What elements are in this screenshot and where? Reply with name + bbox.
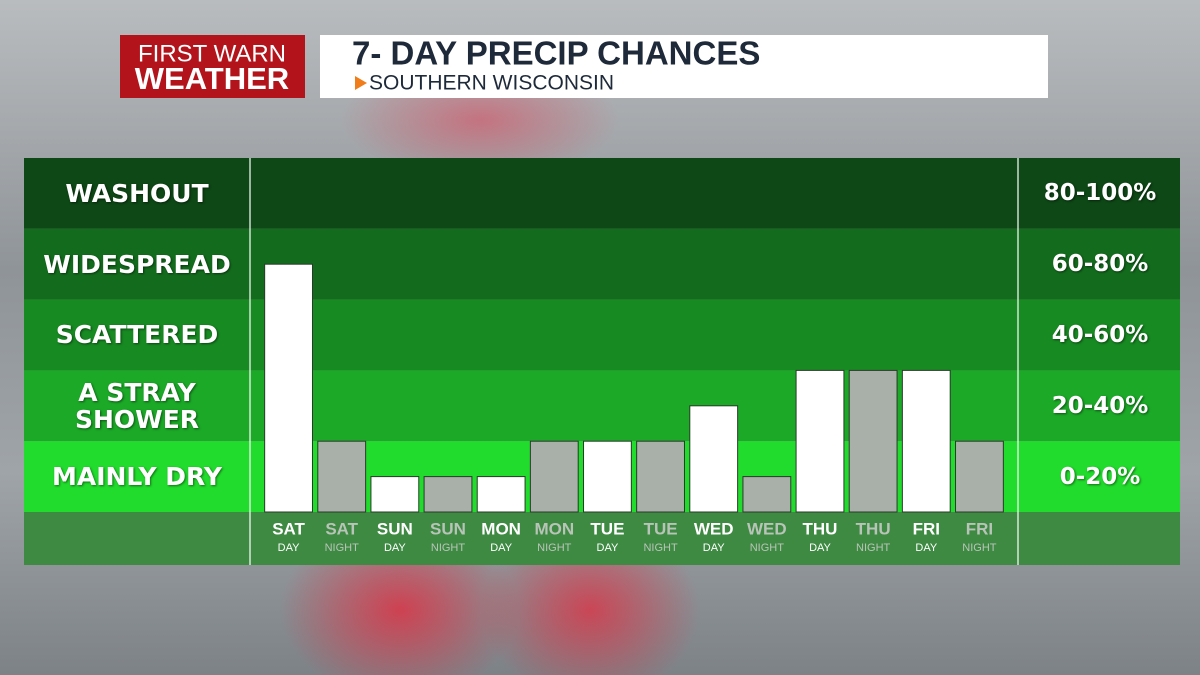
x-tick-sublabel: NIGHT (537, 542, 572, 554)
bar (901, 369, 951, 513)
range-label: 40-60% (1051, 321, 1149, 348)
x-tick-label: SAT (272, 519, 305, 538)
range-label: 60-80% (1051, 251, 1149, 278)
x-tick-sublabel: NIGHT (431, 542, 466, 554)
x-tick-sublabel: NIGHT (643, 542, 678, 554)
x-tick-label: TUE (644, 519, 678, 538)
x-tick-label: THU (803, 519, 838, 538)
bar (742, 476, 792, 513)
band (24, 228, 1180, 300)
range-label: 20-40% (1051, 392, 1149, 419)
x-tick-sublabel: NIGHT (325, 542, 360, 554)
chart-subtitle: SOUTHERN WISCONSIN (369, 72, 614, 95)
band (24, 370, 1180, 442)
bar (476, 476, 526, 513)
x-tick-label: FRI (913, 519, 940, 538)
brand-box (120, 35, 305, 98)
bar (264, 263, 313, 513)
x-tick-sublabel: NIGHT (750, 542, 785, 554)
x-tick-sublabel: DAY (278, 542, 300, 554)
x-tick-label: MON (534, 519, 574, 538)
x-tick-sublabel: DAY (809, 542, 831, 554)
band-label: WASHOUT (65, 178, 209, 208)
x-tick-sublabel: NIGHT (962, 542, 997, 554)
bar (689, 405, 739, 513)
arrow-icon (355, 76, 367, 90)
bar (583, 440, 632, 513)
x-tick-label: WED (747, 519, 787, 538)
x-tick-label: TUE (590, 519, 624, 538)
range-label: 0-20% (1059, 463, 1141, 490)
title-box (320, 35, 1048, 98)
x-tick-label: THU (856, 519, 891, 538)
band-label: SCATTERED (55, 320, 219, 350)
x-tick-label: FRI (966, 519, 993, 538)
bar (636, 440, 685, 513)
x-tick-label: SUN (377, 519, 413, 538)
brand-line: WEATHER (135, 61, 289, 96)
chart-title: 7- DAY PRECIP CHANCES (352, 35, 760, 72)
bar (317, 440, 367, 513)
bar (955, 440, 1004, 513)
x-tick-label: SAT (325, 519, 358, 538)
bar (423, 476, 473, 513)
x-tick-sublabel: DAY (915, 542, 937, 554)
band (24, 299, 1180, 371)
label-row (24, 512, 1180, 565)
band-label: WIDESPREAD (43, 249, 231, 279)
x-tick-label: MON (481, 519, 521, 538)
band-label: MAINLY DRY (51, 462, 223, 492)
x-tick-label: WED (694, 519, 734, 538)
x-tick-sublabel: DAY (490, 542, 512, 554)
brand-line: FIRST WARN (138, 40, 286, 67)
x-tick-sublabel: DAY (384, 542, 406, 554)
bar (370, 476, 420, 513)
bar (848, 369, 898, 513)
band-label: A STRAY SHOWER (74, 377, 200, 434)
range-label: 80-100% (1043, 180, 1157, 207)
x-tick-sublabel: DAY (703, 542, 725, 554)
x-tick-label: SUN (430, 519, 466, 538)
x-tick-sublabel: NIGHT (856, 542, 891, 554)
band (24, 158, 1180, 229)
bar (529, 440, 579, 513)
bar (795, 369, 845, 513)
x-tick-sublabel: DAY (597, 542, 619, 554)
